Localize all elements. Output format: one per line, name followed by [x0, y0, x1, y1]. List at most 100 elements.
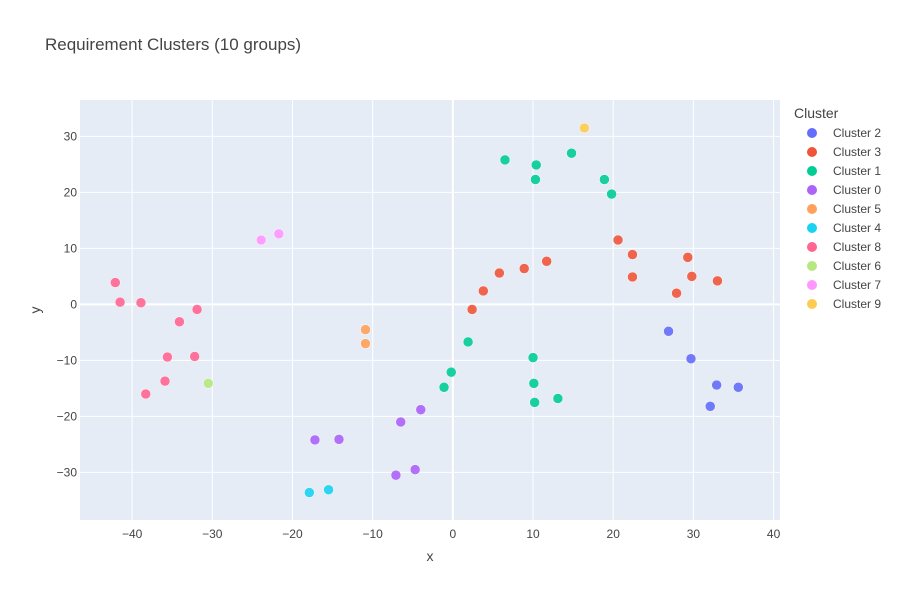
- data-point[interactable]: [409, 464, 421, 475]
- x-tick-label: −10: [362, 527, 383, 541]
- data-point[interactable]: [159, 375, 171, 387]
- data-point[interactable]: [528, 378, 540, 389]
- data-point[interactable]: [304, 487, 315, 498]
- y-tick-label: 0: [70, 297, 77, 311]
- legend-item[interactable]: Cluster 3: [807, 145, 881, 159]
- data-point[interactable]: [663, 326, 674, 337]
- data-point[interactable]: [273, 228, 285, 240]
- legend-marker: [807, 223, 817, 233]
- legend-marker: [807, 261, 817, 271]
- data-point[interactable]: [110, 277, 121, 288]
- y-tick-label: 30: [64, 129, 78, 143]
- x-tick-label: 10: [526, 527, 540, 541]
- legend-marker: [807, 166, 817, 176]
- data-point[interactable]: [309, 434, 321, 446]
- data-point[interactable]: [541, 256, 552, 267]
- x-tick-label: 0: [450, 527, 457, 541]
- data-point[interactable]: [203, 378, 214, 389]
- data-point[interactable]: [360, 338, 371, 349]
- data-point[interactable]: [671, 287, 682, 299]
- legend-label: Cluster 1: [833, 164, 881, 178]
- data-point[interactable]: [685, 353, 697, 364]
- data-point[interactable]: [599, 174, 610, 185]
- data-point[interactable]: [462, 336, 474, 348]
- data-point[interactable]: [438, 382, 450, 393]
- data-point[interactable]: [191, 304, 203, 315]
- data-point[interactable]: [606, 188, 617, 200]
- data-point[interactable]: [712, 275, 723, 287]
- legend-marker: [807, 204, 817, 214]
- data-point[interactable]: [711, 379, 722, 391]
- legend-item[interactable]: Cluster 5: [807, 202, 881, 216]
- data-point[interactable]: [530, 174, 541, 185]
- chart-title: Requirement Clusters (10 groups): [45, 35, 301, 54]
- data-point[interactable]: [704, 401, 716, 412]
- y-tick-label: −30: [57, 465, 78, 479]
- legend-item[interactable]: Cluster 6: [807, 259, 881, 273]
- data-point[interactable]: [733, 382, 744, 393]
- data-point[interactable]: [530, 159, 542, 171]
- data-point[interactable]: [682, 252, 694, 263]
- data-point[interactable]: [445, 366, 457, 378]
- legend-title: Cluster: [794, 105, 839, 121]
- data-point[interactable]: [499, 154, 511, 166]
- legend-item[interactable]: Cluster 9: [807, 297, 881, 311]
- data-point[interactable]: [415, 404, 427, 415]
- data-points: [110, 122, 744, 498]
- data-point[interactable]: [255, 234, 267, 246]
- data-point[interactable]: [360, 324, 371, 335]
- data-point[interactable]: [333, 434, 345, 445]
- data-point[interactable]: [395, 416, 406, 428]
- data-point[interactable]: [494, 267, 505, 279]
- data-point[interactable]: [162, 351, 173, 363]
- legend-item[interactable]: Cluster 7: [807, 278, 881, 292]
- x-axis-ticks: −40 −30 −20 −10 0 10 20 30 40: [122, 527, 781, 541]
- legend-label: Cluster 8: [833, 240, 881, 254]
- legend-item[interactable]: Cluster 8: [807, 240, 881, 254]
- data-point[interactable]: [390, 469, 402, 481]
- data-point[interactable]: [140, 388, 152, 400]
- data-point[interactable]: [566, 147, 577, 159]
- legend-marker: [807, 242, 817, 252]
- legend-item[interactable]: Cluster 1: [807, 164, 881, 178]
- legend-label: Cluster 3: [833, 145, 881, 159]
- legend-marker: [807, 128, 817, 138]
- y-axis-label: y: [27, 307, 43, 314]
- legend-item[interactable]: Cluster 0: [807, 183, 881, 197]
- legend-label: Cluster 7: [833, 278, 881, 292]
- data-point[interactable]: [518, 263, 530, 274]
- data-point[interactable]: [189, 351, 200, 362]
- data-point[interactable]: [686, 271, 698, 282]
- data-point[interactable]: [612, 234, 624, 246]
- legend-item[interactable]: Cluster 2: [807, 126, 881, 140]
- data-point[interactable]: [579, 122, 590, 134]
- data-point[interactable]: [527, 352, 539, 363]
- x-tick-label: 20: [607, 527, 621, 541]
- y-axis-ticks: −30 −20 −10 0 10 20 30: [57, 129, 78, 479]
- legend-label: Cluster 5: [833, 202, 881, 216]
- data-point[interactable]: [323, 484, 334, 496]
- data-point[interactable]: [466, 304, 478, 315]
- legend-label: Cluster 9: [833, 297, 881, 311]
- legend-label: Cluster 2: [833, 126, 881, 140]
- x-tick-label: −30: [202, 527, 223, 541]
- data-point[interactable]: [627, 249, 638, 260]
- y-tick-label: 10: [64, 241, 78, 255]
- legend[interactable]: Cluster Cluster 2 Cluster 3 Cluster 1 Clust…: [794, 105, 881, 311]
- legend-marker: [807, 185, 817, 195]
- data-point[interactable]: [529, 397, 540, 408]
- x-tick-label: 40: [767, 527, 781, 541]
- data-point[interactable]: [478, 285, 489, 297]
- legend-marker: [807, 280, 817, 290]
- data-point[interactable]: [552, 393, 564, 404]
- legend-item[interactable]: Cluster 4: [807, 221, 881, 235]
- y-tick-label: −20: [57, 409, 78, 423]
- data-point[interactable]: [135, 297, 147, 308]
- data-point[interactable]: [114, 296, 126, 308]
- legend-label: Cluster 0: [833, 183, 881, 197]
- plot-area: [80, 100, 780, 520]
- data-point[interactable]: [627, 271, 638, 283]
- data-point[interactable]: [174, 316, 185, 328]
- x-tick-label: 30: [687, 527, 701, 541]
